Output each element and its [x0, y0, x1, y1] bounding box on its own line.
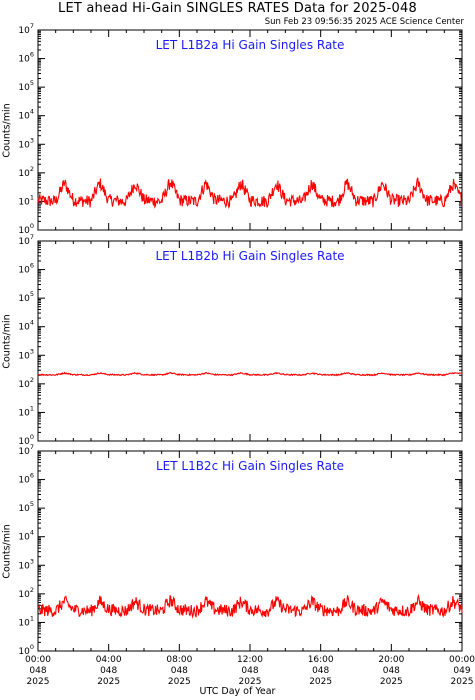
y-axis-label-panel-1: Counts/min — [1, 102, 13, 158]
panel-title: LET L1B2c Hi Gain Singles Rate — [156, 459, 344, 473]
y-tick-label: 103 — [18, 557, 34, 571]
y-tick-label: 104 — [18, 319, 34, 333]
y-tick-label: 101 — [18, 404, 34, 418]
y-tick-label: 102 — [18, 165, 34, 179]
x-tick-label: 00:00 — [449, 655, 475, 665]
x-tick-label: 2025 — [309, 677, 332, 687]
y-tick-label: 100 — [18, 222, 34, 236]
x-tick-label: 00:00 — [25, 655, 51, 665]
x-tick-label: 048 — [171, 666, 188, 676]
panel-title: LET L1B2a Hi Gain Singles Rate — [156, 38, 345, 52]
y-tick-label: 106 — [18, 472, 34, 486]
y-tick-label: 100 — [18, 643, 34, 657]
y-tick-label: 102 — [18, 586, 34, 600]
y-tick-label: 105 — [18, 79, 34, 93]
y-tick-label: 107 — [18, 22, 34, 36]
x-tick-label: 2025 — [97, 677, 120, 687]
panel-1: 100 101 102 103 104 105 106 107 LET L1B2a Hi Gai… — [18, 22, 463, 236]
x-tick-label: 048 — [29, 666, 46, 676]
series-line — [37, 593, 463, 619]
x-tick-label: 2025 — [380, 677, 403, 687]
plot-frame — [37, 450, 463, 652]
y-tick-label: 105 — [18, 500, 34, 514]
y-tick-label: 103 — [18, 136, 34, 150]
x-tick-label: 04:00 — [96, 655, 122, 665]
x-axis-label: UTC Day of Year — [199, 686, 276, 697]
x-tick-label: 2025 — [239, 677, 262, 687]
x-tick-label: 2025 — [168, 677, 191, 687]
timestamp-label: Sun Feb 23 09:56:35 2025 ACE Science Cen… — [264, 17, 464, 27]
y-tick-label: 104 — [18, 529, 34, 543]
x-tick-label: 16:00 — [308, 655, 334, 665]
y-tick-label: 101 — [18, 193, 34, 207]
x-tick-label: 048 — [383, 666, 400, 676]
x-tick-label: 048 — [312, 666, 329, 676]
y-tick-label: 107 — [18, 233, 34, 247]
x-tick-label: 048 — [100, 666, 117, 676]
plot-frame — [37, 240, 463, 442]
panel-title: LET L1B2b Hi Gain Singles Rate — [155, 249, 344, 263]
y-tick-label: 105 — [18, 290, 34, 304]
y-tick-label: 104 — [18, 108, 34, 122]
x-tick-label: 20:00 — [378, 655, 404, 665]
y-tick-label: 101 — [18, 614, 34, 628]
x-tick-label: 049 — [453, 666, 470, 676]
y-tick-label: 106 — [18, 262, 34, 276]
series-line — [37, 177, 463, 210]
y-tick-label: 107 — [18, 443, 34, 457]
x-tick-label: 2025 — [27, 677, 50, 687]
panel-3: 100 101 102 103 104 105 106 107 LET L1B2c Hi Gai… — [18, 443, 475, 687]
y-axis-label-panel-3: Counts/min — [1, 523, 13, 579]
panel-2: 100 101 102 103 104 105 106 107 LET L1B2b Hi Gai… — [18, 233, 463, 447]
page-title: LET ahead Hi-Gain SINGLES RATES Data for… — [58, 1, 417, 16]
series-line — [38, 371, 463, 377]
y-tick-label: 106 — [18, 51, 34, 65]
y-tick-label: 100 — [18, 433, 34, 447]
y-tick-label: 102 — [18, 376, 34, 390]
x-tick-label: 2025 — [451, 677, 474, 687]
y-tick-label: 103 — [18, 347, 34, 361]
x-tick-label: 08:00 — [166, 655, 192, 665]
y-axis-label-panel-2: Counts/min — [1, 313, 13, 369]
x-tick-label: 048 — [241, 666, 258, 676]
x-tick-label: 12:00 — [237, 655, 263, 665]
